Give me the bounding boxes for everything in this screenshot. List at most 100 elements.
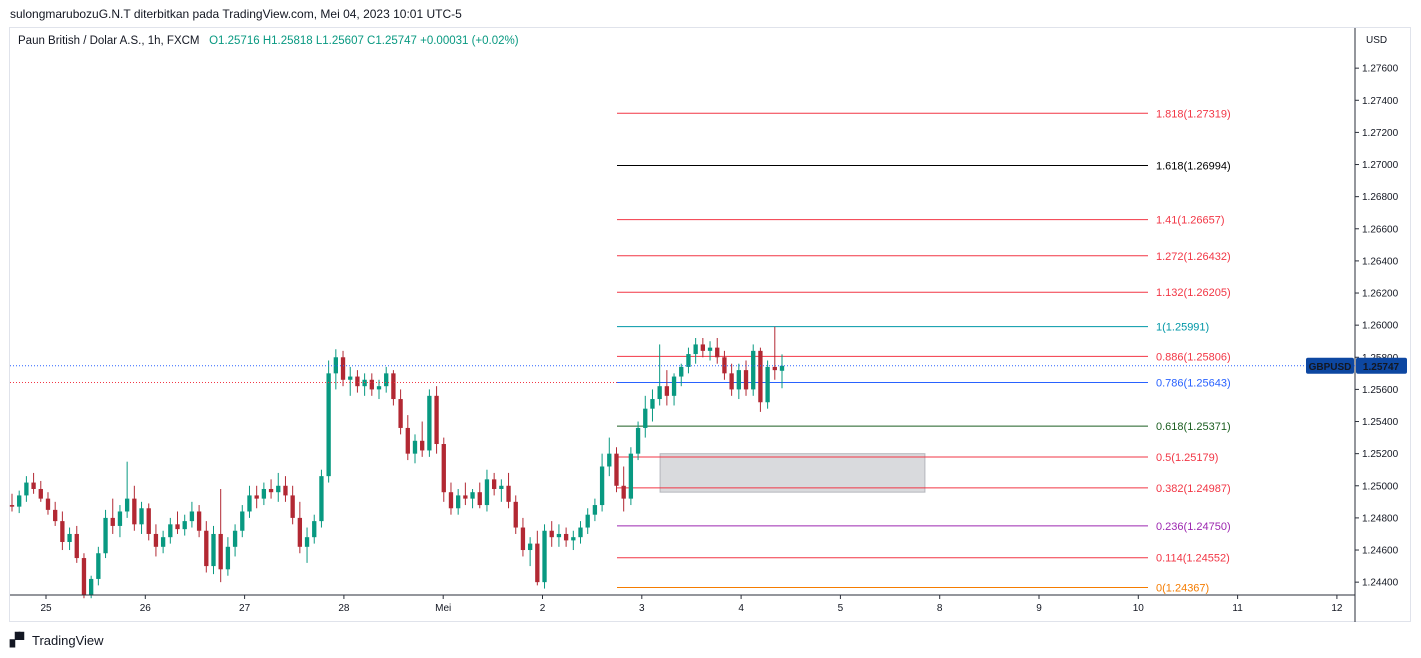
candle-body	[751, 350, 756, 390]
candle	[729, 363, 734, 396]
tradingview-logo[interactable]: ▞▘ TradingView	[10, 632, 104, 648]
candle-body	[441, 444, 446, 493]
x-tick-label: 11	[1232, 603, 1243, 614]
candle-body	[139, 508, 144, 525]
last-price-label: 1.25747	[1363, 362, 1400, 373]
y-tick-label: 1.26600	[1362, 224, 1399, 235]
candle-body	[96, 553, 101, 579]
candle-body	[319, 476, 324, 522]
candle-body	[132, 498, 137, 525]
y-tick-label: 1.24600	[1362, 546, 1399, 557]
y-tick-label: 1.25400	[1362, 417, 1399, 428]
candle	[96, 546, 101, 586]
candle	[268, 479, 274, 499]
x-tick-label: 28	[338, 603, 350, 614]
candle-body	[563, 533, 569, 541]
candle-body	[513, 501, 518, 528]
candle	[348, 366, 353, 396]
candle	[650, 389, 655, 422]
candle-body	[650, 399, 655, 409]
candle-body	[391, 373, 396, 400]
candle	[736, 363, 741, 400]
candle-body	[60, 521, 65, 542]
x-tick-label: 26	[140, 603, 152, 614]
candle-body	[384, 373, 389, 387]
candle-body	[693, 344, 698, 355]
fib-level-label: 1.618(1.26994)	[1156, 160, 1231, 172]
x-tick-label: 3	[639, 603, 645, 614]
candle	[513, 495, 518, 534]
candle	[599, 453, 605, 512]
candle-body	[268, 488, 274, 493]
candle-body	[355, 376, 360, 387]
candle-body	[542, 530, 547, 583]
candle-body	[398, 399, 403, 428]
candle-body	[477, 492, 482, 506]
x-tick-label: 8	[937, 603, 943, 614]
candle	[124, 461, 130, 518]
candle-body	[621, 485, 626, 499]
zone-layer	[659, 453, 926, 493]
candle-body	[376, 386, 382, 390]
candle-body	[643, 408, 648, 428]
candle-body	[153, 533, 159, 547]
fib-level-label: 1.132(1.26205)	[1156, 287, 1231, 299]
candle	[491, 472, 497, 496]
candle	[81, 553, 87, 599]
candle	[74, 525, 79, 563]
candle-body	[225, 546, 231, 570]
candle-body	[67, 533, 72, 542]
candle	[434, 386, 439, 454]
candle	[369, 373, 374, 396]
candle-body	[585, 514, 590, 528]
candle	[470, 488, 475, 509]
y-tick-label: 1.26800	[1362, 192, 1399, 203]
candle	[679, 363, 684, 387]
candle-body	[635, 427, 641, 454]
candle-body	[506, 485, 511, 502]
candle-body	[549, 530, 554, 538]
candle	[772, 326, 777, 380]
candle	[527, 537, 533, 567]
candle	[614, 447, 619, 493]
currency-label: USD	[1366, 35, 1387, 46]
y-tick-label: 1.27600	[1362, 64, 1399, 75]
candle	[506, 472, 511, 509]
candle	[405, 415, 410, 461]
candle-body	[340, 357, 346, 380]
fib-level-label: 0(1.24367)	[1156, 582, 1209, 594]
candle	[290, 485, 295, 525]
candle	[484, 469, 490, 512]
candle-body	[556, 533, 562, 538]
candle-body	[290, 495, 295, 518]
candle	[211, 525, 216, 575]
candle	[9, 493, 15, 512]
candle	[448, 482, 454, 515]
candle	[340, 350, 346, 387]
candle	[571, 530, 576, 551]
candle-body	[53, 509, 58, 522]
candle-body	[463, 495, 468, 499]
candle-body	[232, 530, 238, 547]
candle	[67, 527, 72, 551]
candle	[254, 485, 259, 509]
x-tick-label: 2	[540, 603, 546, 614]
candle	[456, 488, 461, 515]
candle	[671, 373, 677, 406]
y-tick-label: 1.25600	[1362, 385, 1399, 396]
candle-body	[124, 498, 130, 512]
candle	[232, 524, 238, 557]
candle	[542, 524, 547, 589]
candle-body	[420, 440, 425, 451]
candle	[24, 476, 29, 502]
candle-body	[679, 366, 684, 377]
candle-body	[614, 453, 619, 486]
candle-body	[434, 395, 439, 445]
y-tick-label: 1.27400	[1362, 96, 1399, 107]
candle	[463, 482, 468, 506]
candle-body	[218, 533, 223, 570]
candle-body	[24, 482, 29, 496]
candle-body	[700, 344, 705, 351]
candle-body	[189, 511, 195, 522]
